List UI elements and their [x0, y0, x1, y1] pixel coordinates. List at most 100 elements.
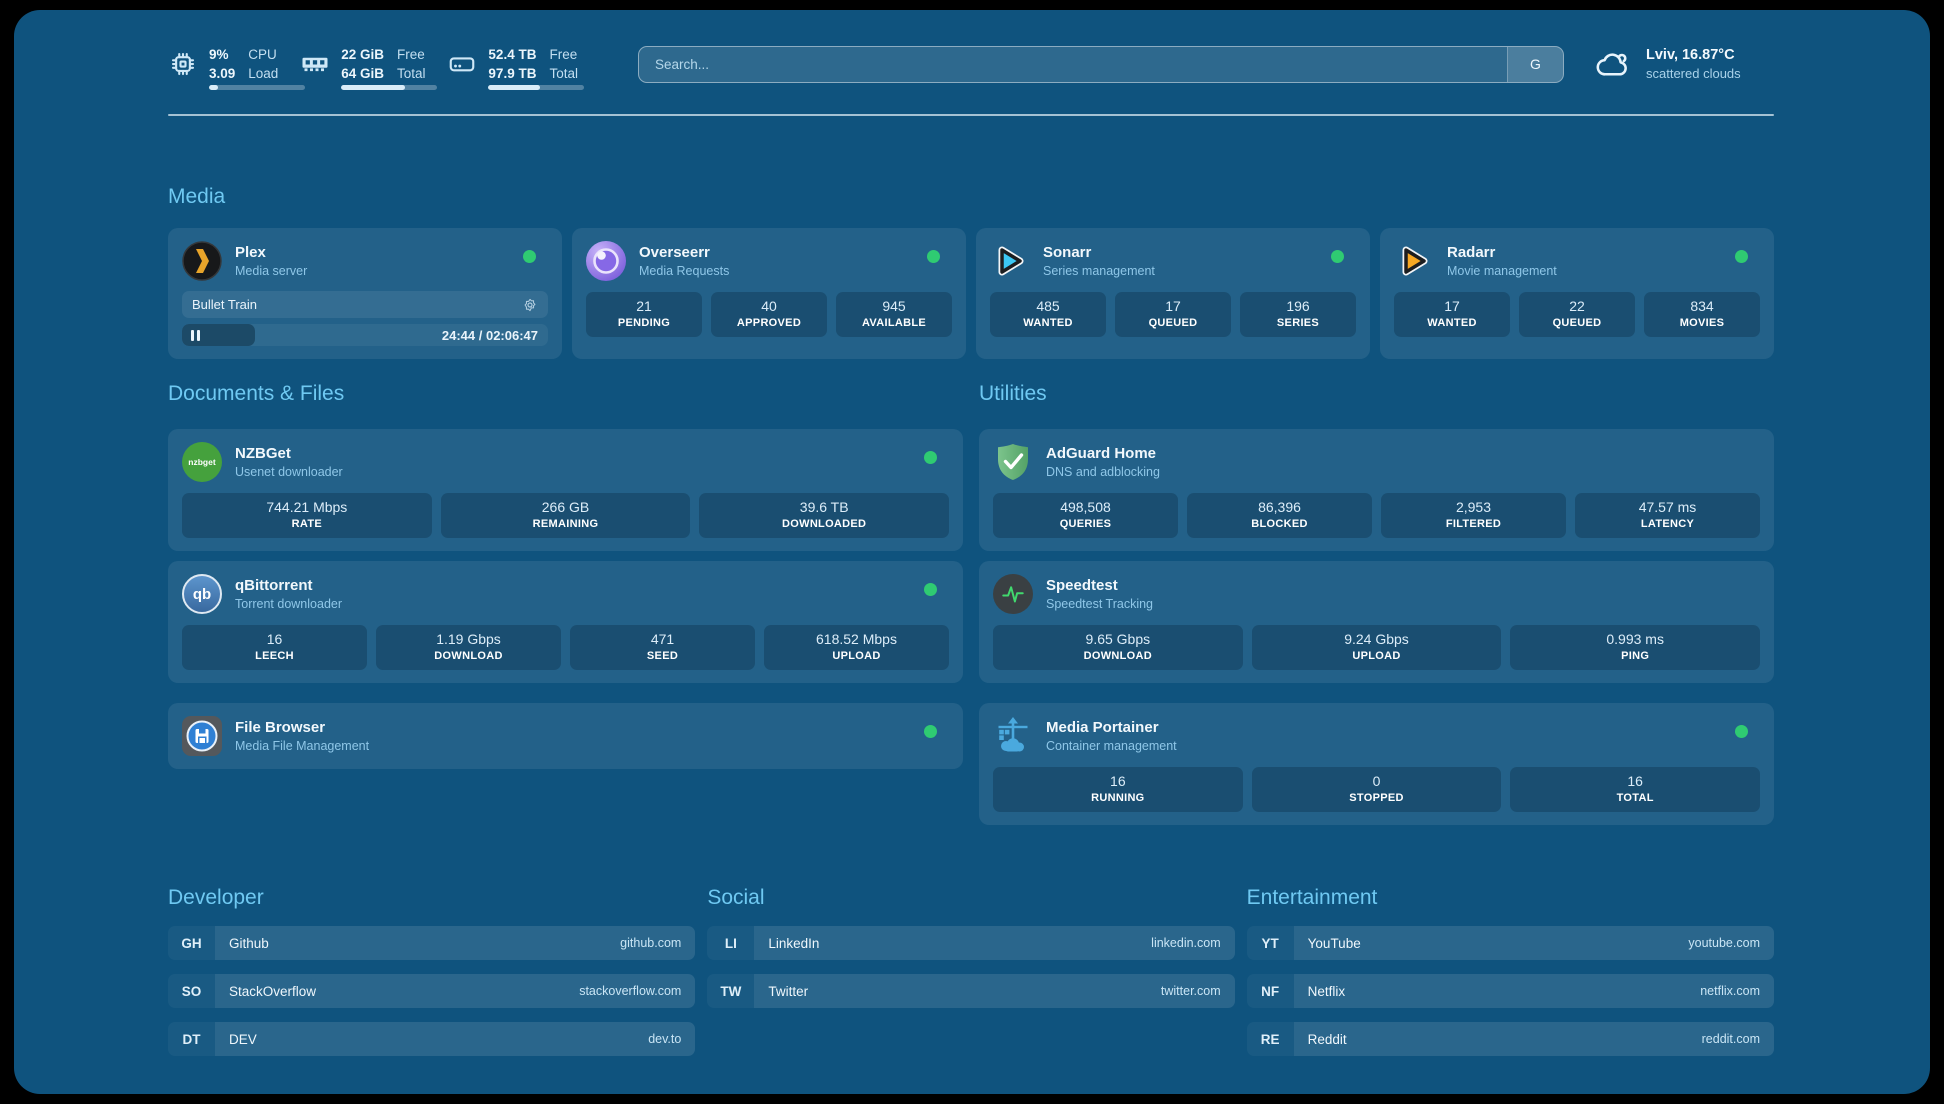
- search-provider-button[interactable]: G: [1507, 46, 1563, 82]
- stat-value: 618.52 Mbps: [816, 631, 897, 647]
- stat-value: 9.24 Gbps: [1344, 631, 1409, 647]
- bookmark-reddit[interactable]: RE Reddit reddit.com: [1246, 1022, 1774, 1056]
- app-link-adguard[interactable]: AdGuard Home DNS and adblocking: [993, 442, 1760, 482]
- app-link-plex[interactable]: Plex Media server: [182, 241, 548, 281]
- bookmark-abbr: TW: [707, 974, 755, 1008]
- app-name: Sonarr: [1043, 243, 1092, 261]
- stat-label: LATENCY: [1640, 518, 1695, 530]
- app-link-speedtest[interactable]: Speedtest Speedtest Tracking: [993, 574, 1760, 614]
- bookmark-name: Github: [229, 935, 269, 951]
- stat-label: APPROVED: [736, 317, 802, 329]
- filebrowser-icon: [182, 716, 222, 756]
- stat-value: 22: [1569, 298, 1585, 314]
- stat-value: 40: [761, 298, 777, 314]
- status-dot: [924, 451, 937, 464]
- stream-settings-icon[interactable]: [522, 297, 538, 313]
- stat-value: 945: [882, 298, 906, 314]
- app-desc: DNS and adblocking: [1046, 464, 1160, 479]
- status-dot: [523, 250, 536, 263]
- section-title-utilities: Utilities: [979, 382, 1047, 405]
- stat-value: 834: [1690, 298, 1714, 314]
- bookmark-domain: netflix.com: [1700, 984, 1760, 998]
- stat-label: LEECH: [255, 650, 294, 662]
- app-desc: Speedtest Tracking: [1046, 596, 1154, 611]
- app-link-overseerr[interactable]: Overseerr Media Requests: [586, 241, 952, 281]
- bookmark-stackoverflow[interactable]: SO StackOverflow stackoverflow.com: [168, 974, 696, 1008]
- stat-box: 2,953 FILTERED: [1381, 493, 1566, 538]
- portainer-icon: [993, 716, 1033, 756]
- bookmark-linkedin[interactable]: LI LinkedIn linkedin.com: [707, 926, 1235, 960]
- qbittorrent-icon: qb: [182, 574, 222, 614]
- nzbget-icon: nzbget: [182, 442, 222, 482]
- app-card-overseerr: Overseerr Media Requests 21 PENDING 40 A…: [572, 228, 966, 359]
- stat-box: 0 STOPPED: [1251, 767, 1502, 812]
- stat-box: 498,508 QUERIES: [993, 493, 1178, 538]
- stat-box: 834 MOVIES: [1644, 292, 1760, 337]
- memory-icon: [300, 49, 330, 79]
- search-bar[interactable]: G: [638, 45, 1564, 83]
- app-link-sonarr[interactable]: Sonarr Series management: [990, 241, 1356, 281]
- stat-value: 16: [266, 631, 283, 647]
- stat-label: MOVIES: [1679, 317, 1725, 329]
- cpu-widget: 9% 3.09 CPU Load: [168, 45, 305, 90]
- weather-location-temp: Lviv, 16.87°C: [1646, 46, 1735, 63]
- app-name: Plex: [235, 243, 266, 261]
- app-link-radarr[interactable]: Radarr Movie management: [1394, 241, 1760, 281]
- section-title-entertainment: Entertainment: [1246, 886, 1378, 909]
- app-name: qBittorrent: [235, 576, 313, 594]
- bookmark-netflix[interactable]: NF Netflix netflix.com: [1246, 974, 1774, 1008]
- stat-box: 266 GB REMAINING: [440, 493, 691, 538]
- stat-label: WANTED: [1427, 317, 1477, 329]
- stat-label: PING: [1621, 650, 1650, 662]
- app-name: Overseerr: [639, 243, 710, 261]
- status-dot: [924, 725, 937, 738]
- adguard-icon: [993, 442, 1033, 482]
- bookmark-youtube[interactable]: YT YouTube youtube.com: [1246, 926, 1774, 960]
- stat-value: 9.65 Gbps: [1085, 631, 1151, 647]
- stat-box: 471 SEED: [570, 625, 755, 670]
- app-card-portainer: Media Portainer Container management 16 …: [979, 703, 1774, 825]
- stat-label: QUERIES: [1059, 518, 1112, 530]
- status-dot: [1735, 725, 1748, 738]
- stat-value: 16: [1627, 773, 1643, 789]
- disk-free-label: Free: [549, 47, 578, 62]
- plex-icon: [182, 241, 222, 281]
- cpu-load-value: 3.09: [209, 66, 236, 81]
- bookmark-twitter[interactable]: TW Twitter twitter.com: [707, 974, 1235, 1008]
- stat-box: 0.993 ms PING: [1510, 625, 1761, 670]
- disk-total-value: 97.9 TB: [488, 66, 537, 81]
- bookmark-domain: stackoverflow.com: [579, 984, 682, 998]
- speedtest-icon: [993, 574, 1033, 614]
- app-desc: Series management: [1043, 263, 1155, 278]
- bookmark-name: YouTube: [1307, 935, 1361, 951]
- bookmark-github[interactable]: GH Github github.com: [168, 926, 696, 960]
- section-title-social: Social: [707, 886, 765, 909]
- stat-label: WANTED: [1023, 317, 1073, 329]
- app-link-filebrowser[interactable]: File Browser Media File Management: [182, 716, 949, 756]
- section-title-documents: Documents & Files: [168, 382, 345, 405]
- stat-value: 485: [1036, 298, 1060, 314]
- playback-progress-row: 24:44 / 02:06:47: [182, 324, 548, 346]
- app-link-nzbget[interactable]: nzbget NZBGet Usenet downloader: [182, 442, 949, 482]
- search-input[interactable]: [639, 46, 1507, 82]
- bookmark-dev[interactable]: DT DEV dev.to: [168, 1022, 696, 1056]
- stat-label: SERIES: [1276, 317, 1320, 329]
- cpu-progress-bar: [209, 85, 305, 90]
- playback-progress-fill: [182, 324, 256, 346]
- app-name: File Browser: [235, 718, 326, 736]
- memory-total-label: Total: [397, 66, 426, 81]
- stat-value: 498,508: [1060, 499, 1111, 515]
- pause-icon[interactable]: [191, 329, 200, 341]
- disk-total-label: Total: [549, 66, 578, 81]
- stat-label: FILTERED: [1445, 518, 1502, 530]
- cpu-load-label: Load: [248, 66, 279, 81]
- app-card-filebrowser: File Browser Media File Management: [168, 703, 963, 769]
- app-link-qbittorrent[interactable]: qb qBittorrent Torrent downloader: [182, 574, 949, 614]
- stat-value: 266 GB: [541, 499, 590, 515]
- bookmark-domain: reddit.com: [1701, 1032, 1760, 1046]
- header: 9% 3.09 CPU Load: [168, 38, 1774, 90]
- status-dot: [924, 583, 937, 596]
- app-link-portainer[interactable]: Media Portainer Container management: [993, 716, 1760, 756]
- bookmark-abbr: LI: [707, 926, 755, 960]
- documents-section: Documents & Files nzbget NZBGet Usenet d…: [168, 379, 963, 825]
